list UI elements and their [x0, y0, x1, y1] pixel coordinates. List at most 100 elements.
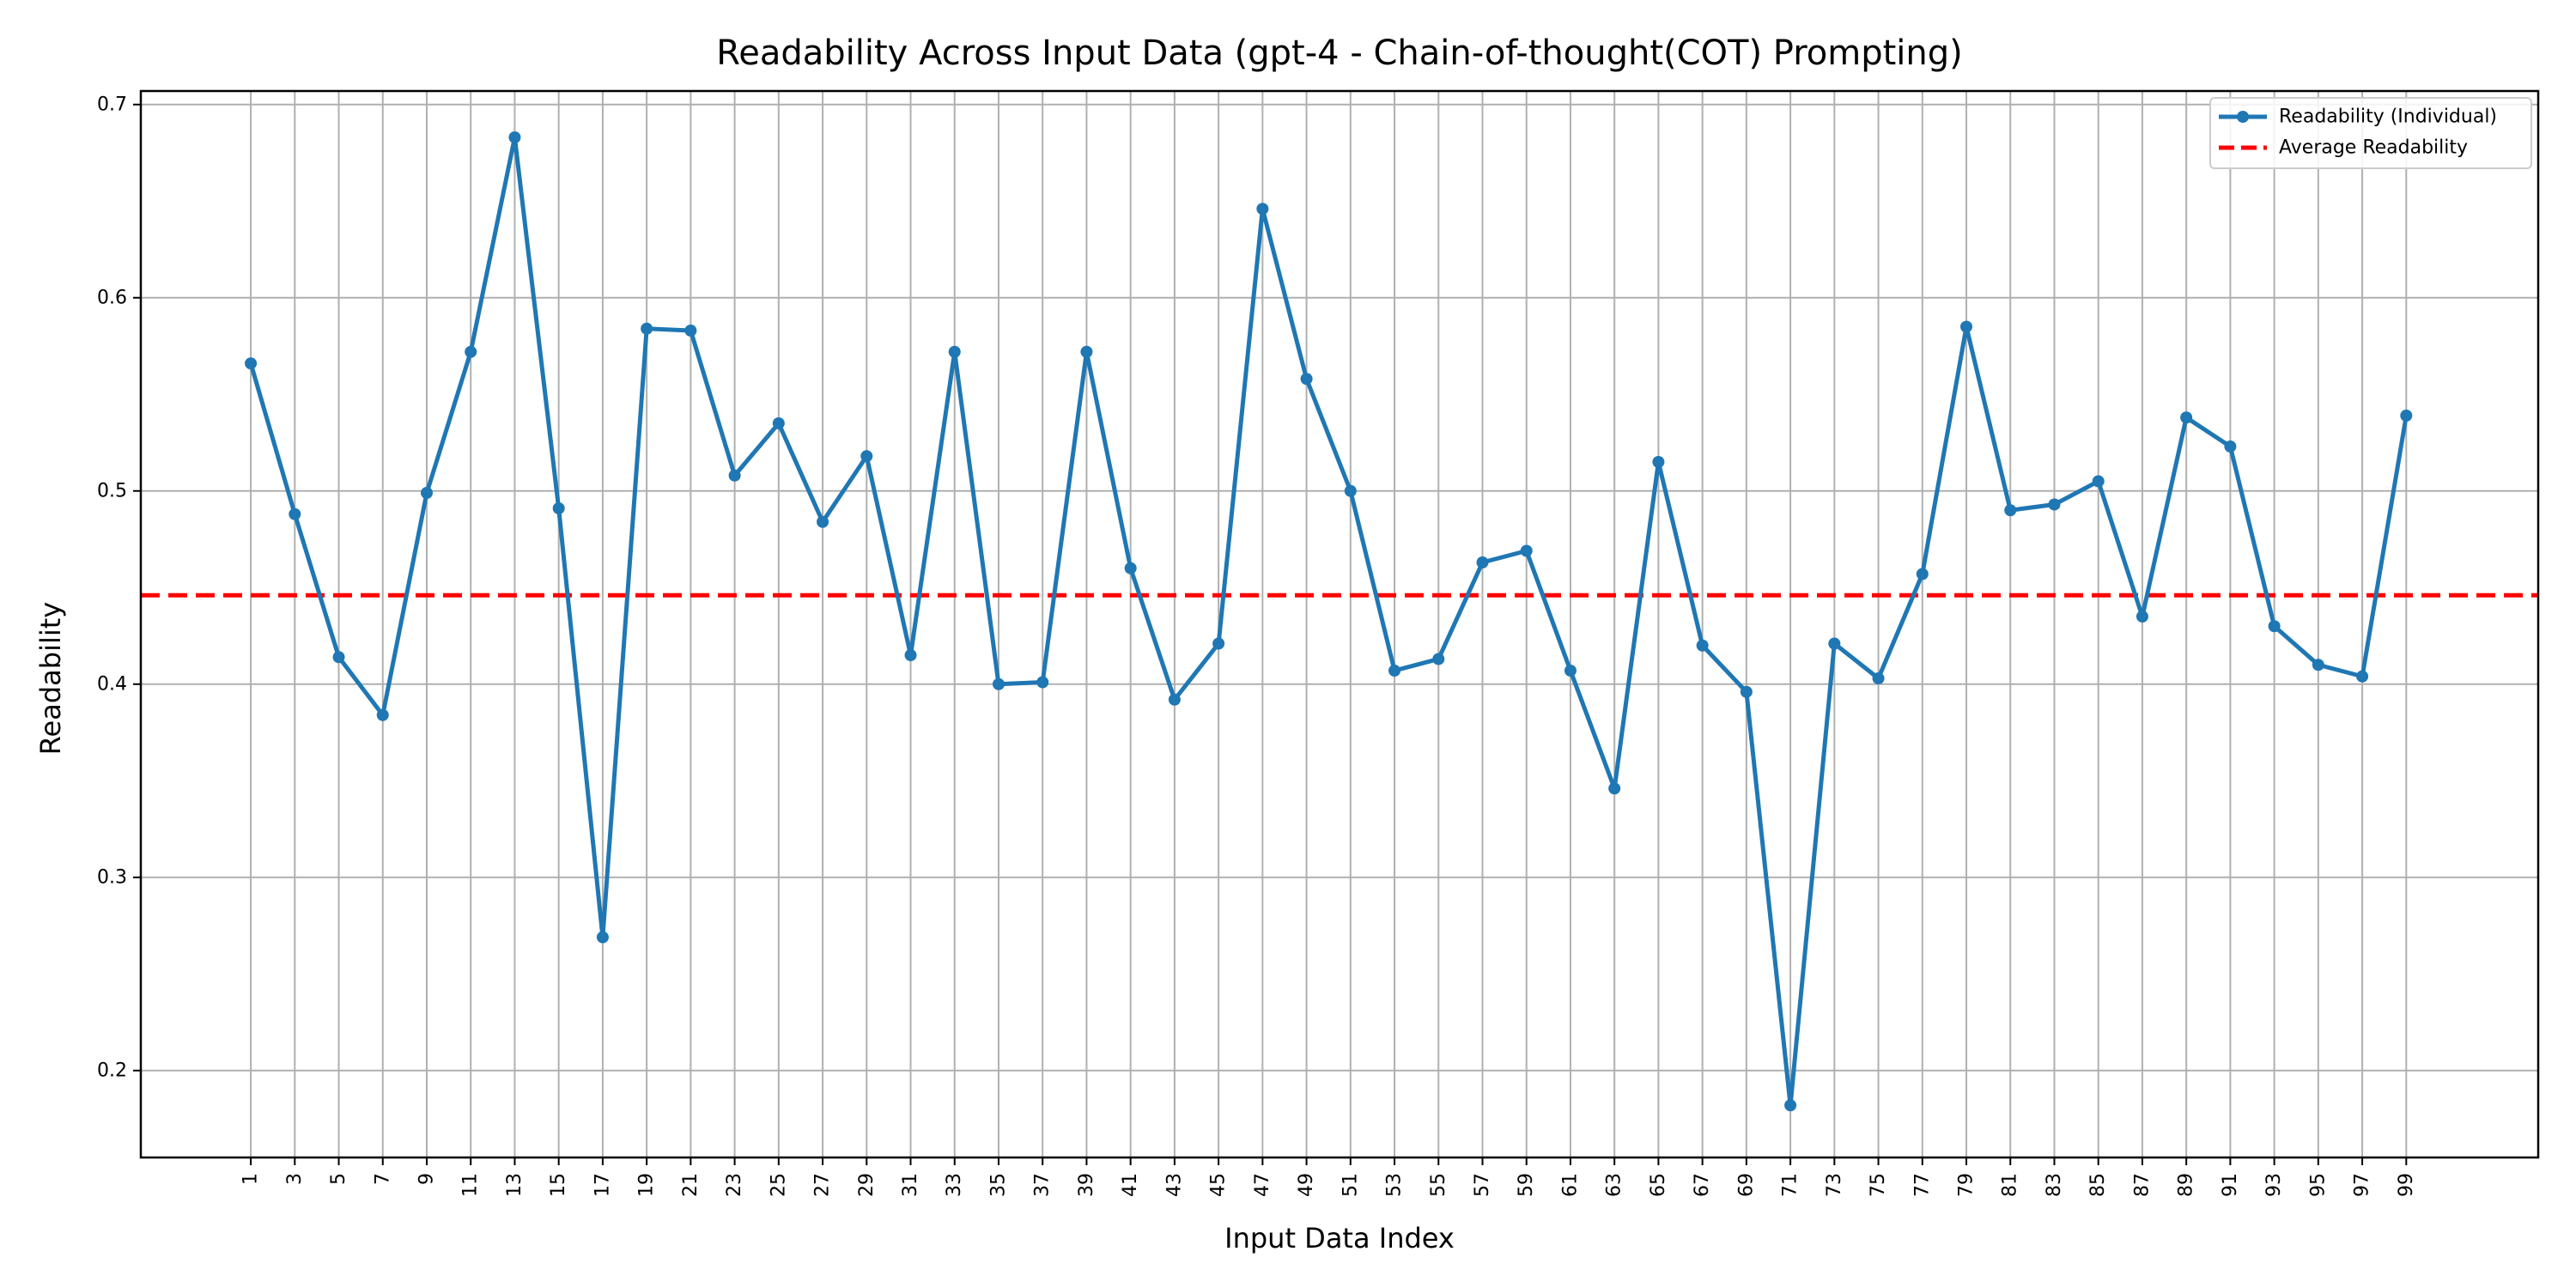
- data-point: [641, 322, 653, 335]
- y-axis-label: Readability: [34, 602, 67, 755]
- data-point: [1124, 562, 1137, 574]
- data-point: [728, 469, 741, 482]
- x-tick-label: 83: [2044, 1173, 2065, 1197]
- data-point: [508, 131, 521, 143]
- data-point: [2224, 440, 2237, 453]
- x-tick-label: 59: [1516, 1173, 1537, 1197]
- y-tick-label: 0.4: [97, 673, 127, 695]
- data-point: [992, 677, 1005, 690]
- x-tick-label: 7: [372, 1173, 393, 1185]
- data-point: [1300, 373, 1313, 386]
- data-point: [1784, 1099, 1797, 1112]
- x-tick-label: 29: [856, 1173, 878, 1197]
- y-tick-label: 0.5: [97, 480, 127, 501]
- data-point: [1960, 320, 1973, 333]
- plot-frame: [139, 89, 2540, 1159]
- x-axis-label: Input Data Index: [1224, 1222, 1455, 1255]
- data-point: [817, 515, 829, 528]
- y-axis-ticks: 0.2 0.3 0.4 0.5 0.6 0.7: [97, 94, 141, 1081]
- legend-average-label: Average Readability: [2279, 137, 2468, 159]
- data-point: [1476, 556, 1489, 568]
- x-tick-label: 31: [900, 1173, 921, 1197]
- x-tick-label: 81: [2000, 1173, 2021, 1197]
- series-line: [248, 135, 2409, 1108]
- legend: Readability (Individual) Average Readabil…: [2209, 97, 2532, 169]
- x-tick-label: 21: [680, 1173, 702, 1197]
- x-tick-label: 11: [460, 1173, 482, 1197]
- x-tick-label: 35: [987, 1173, 1009, 1197]
- data-point: [596, 931, 609, 944]
- data-point: [1080, 345, 1093, 358]
- y-tick-label: 0.2: [97, 1060, 127, 1081]
- data-point: [2136, 611, 2148, 623]
- data-point: [684, 325, 697, 337]
- x-tick-label: 63: [1604, 1173, 1625, 1197]
- data-point: [1652, 456, 1665, 468]
- x-tick-label: 41: [1120, 1173, 1141, 1197]
- x-tick-label: 3: [284, 1173, 306, 1185]
- data-point: [552, 502, 565, 514]
- data-point: [1696, 639, 1709, 652]
- x-tick-label: 97: [2352, 1173, 2373, 1197]
- data-point: [2092, 475, 2105, 488]
- x-tick-label: 77: [1911, 1173, 1933, 1197]
- x-tick-label: 15: [548, 1173, 569, 1197]
- data-point: [860, 450, 873, 463]
- data-point: [465, 345, 477, 358]
- legend-box: [2209, 97, 2532, 169]
- data-point: [1740, 685, 1753, 698]
- x-tick-label: 69: [1735, 1173, 1757, 1197]
- data-point: [289, 507, 301, 520]
- y-tick-label: 0.7: [97, 94, 127, 115]
- data-point: [2048, 498, 2061, 511]
- data-point: [904, 649, 917, 661]
- x-tick-label: 5: [328, 1173, 349, 1185]
- data-point: [2180, 411, 2193, 424]
- data-point: [1916, 568, 1929, 580]
- x-tick-label: 13: [504, 1173, 526, 1197]
- data-point: [1432, 653, 1445, 665]
- x-tick-label: 49: [1296, 1173, 1317, 1197]
- data-point: [2312, 659, 2324, 671]
- x-tick-label: 23: [724, 1173, 745, 1197]
- x-tick-label: 9: [416, 1173, 437, 1185]
- data-point: [1256, 203, 1269, 216]
- x-tick-label: 85: [2087, 1173, 2109, 1197]
- x-tick-label: 47: [1252, 1173, 1273, 1197]
- y-tick-label: 0.6: [97, 287, 127, 308]
- x-tick-label: 93: [2263, 1173, 2285, 1197]
- data-point: [245, 357, 258, 370]
- grid: [141, 91, 2538, 1157]
- x-tick-label: 33: [944, 1173, 965, 1197]
- data-point: [1520, 544, 1533, 557]
- x-tick-label: 51: [1340, 1173, 1361, 1197]
- data-point: [1872, 672, 1885, 684]
- data-point: [420, 487, 433, 499]
- series: [245, 131, 2413, 1112]
- x-tick-label: 87: [2131, 1173, 2153, 1197]
- data-point: [1608, 782, 1621, 795]
- data-point: [1564, 665, 1577, 677]
- data-point: [332, 651, 345, 664]
- data-point: [1828, 637, 1841, 650]
- data-point: [772, 417, 785, 429]
- x-tick-label: 1: [240, 1173, 262, 1185]
- x-tick-label: 55: [1428, 1173, 1449, 1197]
- x-tick-label: 67: [1692, 1173, 1713, 1197]
- data-point: [1388, 665, 1401, 677]
- data-point: [1344, 484, 1357, 497]
- data-point: [376, 708, 389, 721]
- x-tick-label: 19: [636, 1173, 658, 1197]
- x-tick-label: 17: [592, 1173, 613, 1197]
- x-tick-label: 71: [1780, 1173, 1801, 1197]
- data-point: [1168, 693, 1181, 706]
- x-tick-label: 79: [1956, 1173, 1978, 1197]
- data-point: [2268, 620, 2281, 633]
- x-tick-label: 27: [812, 1173, 834, 1197]
- x-tick-label: 53: [1384, 1173, 1406, 1197]
- data-point: [2004, 504, 2017, 517]
- x-tick-label: 25: [768, 1173, 789, 1197]
- x-tick-label: 75: [1868, 1173, 1889, 1197]
- data-point: [948, 345, 961, 358]
